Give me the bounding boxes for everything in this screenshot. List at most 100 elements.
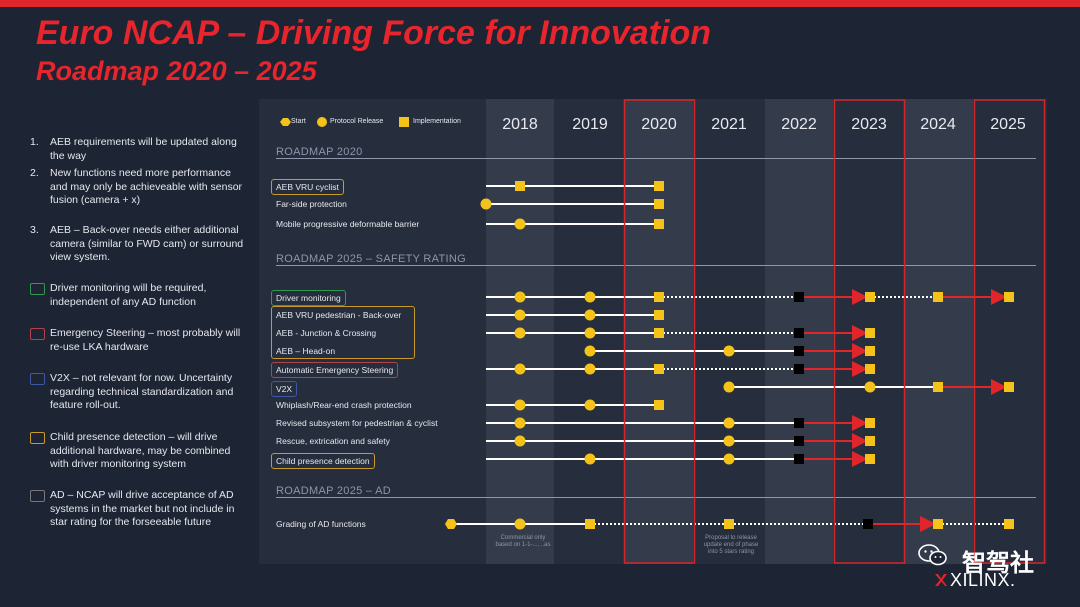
milestone-black-marker	[794, 346, 804, 356]
implementation-marker	[654, 364, 664, 374]
note-number: 3.	[30, 224, 39, 236]
note-proposal-release: Proposal to release update end of phase in…	[703, 535, 759, 555]
implementation-marker	[865, 436, 875, 446]
note-text: New functions need more performance and …	[50, 167, 243, 206]
legend-implementation-label: Implementation	[413, 118, 461, 125]
highlight-box-2023	[833, 99, 906, 564]
implementation-marker	[865, 364, 875, 374]
top-red-bar	[0, 0, 1080, 7]
blue-box-icon	[30, 373, 45, 385]
protocol-marker	[723, 417, 735, 429]
protocol-marker	[514, 417, 526, 429]
legend-text: Emergency Steering – most probably will …	[50, 327, 241, 353]
xilinx-logo-icon	[935, 574, 947, 586]
protocol-marker	[864, 381, 876, 393]
protocol-marker	[514, 435, 526, 447]
protocol-marker	[584, 453, 596, 465]
row-label-aes: Automatic Emergency Steering	[271, 362, 399, 378]
implementation-marker	[585, 519, 595, 529]
implementation-marker	[865, 346, 875, 356]
protocol-marker	[584, 327, 596, 339]
year-label: 2018	[502, 116, 538, 133]
protocol-marker	[480, 198, 492, 210]
row-label-aeb-backover: AEB VRU pedestrian - Back-over	[276, 310, 402, 320]
protocol-marker	[723, 435, 735, 447]
page-title: Euro NCAP – Driving Force for Innovation	[36, 14, 712, 52]
implementation-marker	[933, 382, 943, 392]
row-label-driver-monitoring: Driver monitoring	[271, 290, 346, 306]
implementation-marker	[515, 181, 525, 191]
timeline-layer	[445, 181, 1014, 532]
legend-text: AD – NCAP will drive acceptance of AD sy…	[50, 489, 235, 528]
implementation-marker	[654, 310, 664, 320]
row-label-revised-subsystem: Revised subsystem for pedestrian & cycli…	[276, 418, 438, 428]
row-label-aeb-junction: AEB - Junction & Crossing	[276, 328, 377, 338]
protocol-marker	[514, 218, 526, 230]
note-commercial-only: Commercial only based on 1-1-..., ..as	[495, 535, 551, 548]
row-label-grading-ad: Grading of AD functions	[276, 519, 366, 529]
protocol-marker	[514, 518, 526, 530]
milestone-black-marker	[863, 519, 873, 529]
protocol-marker	[723, 345, 735, 357]
note-text: AEB – Back-over needs either additional …	[50, 224, 244, 263]
year-column-2024	[905, 99, 973, 564]
aeb-group-box	[271, 306, 415, 359]
protocol-marker	[723, 453, 735, 465]
implementation-marker	[865, 292, 875, 302]
start-hexagon-icon	[280, 118, 291, 126]
yellow-box-icon	[30, 432, 45, 444]
row-label-mpdb: Mobile progressive deformable barrier	[276, 219, 420, 229]
implementation-marker	[865, 328, 875, 338]
watermark-brand: 智驾社	[962, 550, 1034, 577]
red-box-icon	[30, 328, 45, 340]
year-label: 2020	[641, 116, 677, 133]
milestone-black-marker	[794, 436, 804, 446]
highlight-box-2025	[973, 99, 1046, 564]
legend-text: Child presence detection – will drive ad…	[50, 431, 231, 470]
section-roadmap-2020: ROADMAP 2020	[276, 146, 363, 158]
implementation-marker	[654, 400, 664, 410]
implementation-square-icon	[399, 117, 409, 127]
highlight-box-2020	[623, 99, 696, 564]
note-number: 2.	[30, 167, 39, 179]
implementation-marker	[933, 519, 943, 529]
protocol-circle-icon	[317, 117, 327, 127]
implementation-marker	[654, 181, 664, 191]
year-label: 2023	[851, 116, 887, 133]
milestone-black-marker	[794, 364, 804, 374]
protocol-marker	[514, 291, 526, 303]
milestone-black-marker	[794, 454, 804, 464]
row-label-aeb-headon: AEB – Head-on	[276, 346, 336, 356]
row-label-child-presence: Child presence detection	[271, 453, 375, 469]
protocol-marker	[514, 399, 526, 411]
year-label: 2024	[920, 116, 956, 133]
implementation-marker	[654, 219, 664, 229]
grey-box-icon	[30, 490, 45, 502]
start-marker	[445, 519, 457, 529]
milestone-black-marker	[794, 292, 804, 302]
row-label-v2x: V2X	[271, 381, 298, 397]
section-divider	[276, 158, 1036, 159]
legend-text: V2X – not relevant for now. Uncertainty …	[50, 372, 234, 411]
protocol-marker	[584, 399, 596, 411]
implementation-marker	[654, 199, 664, 209]
year-label: 2022	[781, 116, 817, 133]
xilinx-logo-text: XILINX.	[950, 570, 1016, 590]
section-roadmap-2025-ad: ROADMAP 2025 – AD	[276, 485, 391, 497]
implementation-marker	[654, 328, 664, 338]
row-label-far-side: Far-side protection	[276, 199, 347, 209]
year-label: 2019	[572, 116, 608, 133]
note-number: 1.	[30, 136, 39, 148]
section-divider	[276, 497, 1036, 498]
milestone-black-marker	[794, 328, 804, 338]
implementation-marker	[1004, 519, 1014, 529]
row-label-rescue: Rescue, extrication and safety	[276, 436, 390, 446]
note-text: AEB requirements will be updated along t…	[50, 136, 237, 162]
implementation-marker	[654, 292, 664, 302]
protocol-marker	[514, 309, 526, 321]
implementation-marker	[1004, 292, 1014, 302]
protocol-marker	[584, 345, 596, 357]
wechat-icon	[918, 544, 948, 566]
implementation-marker	[1004, 382, 1014, 392]
section-divider	[276, 265, 1036, 266]
